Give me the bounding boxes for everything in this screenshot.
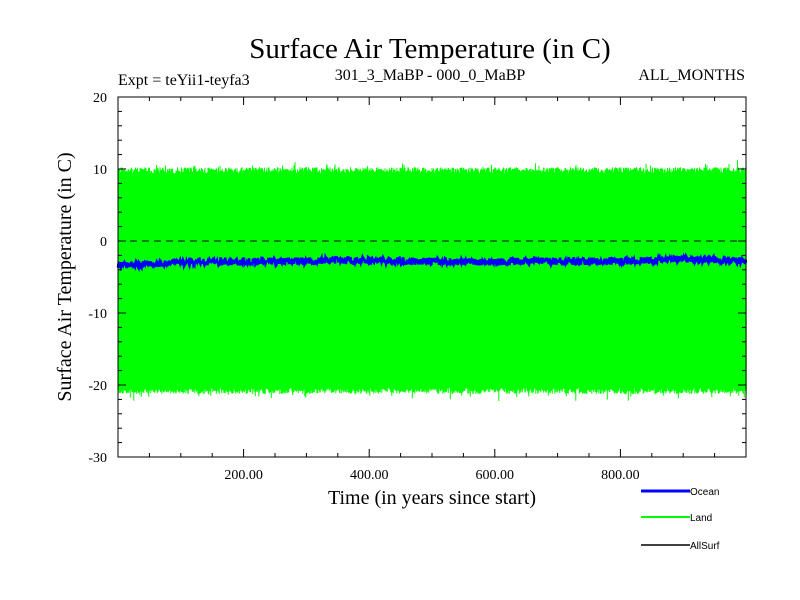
x-tick-label: 800.00 [601, 468, 640, 483]
series-land [117, 159, 747, 402]
legend-entry-ocean: Ocean [641, 487, 719, 498]
y-tick-label: 0 [100, 235, 107, 250]
axes: 20 10 0 -10 -20 -30 200.00 400.00 600.00 800.00 [88, 91, 746, 483]
y-tick-label: 20 [93, 91, 107, 106]
legend-entry-land: Land [641, 513, 712, 524]
chart-title: Surface Air Temperature (in C) [249, 33, 610, 65]
x-axis-label: Time (in years since start) [328, 487, 536, 509]
period-label: 301_3_MaBP - 000_0_MaBP [335, 67, 526, 84]
x-tick-label: 200.00 [224, 468, 263, 483]
x-tick-label: 600.00 [476, 468, 515, 483]
legend-entry-allsurf: AllSurf [641, 541, 720, 552]
series-ocean [116, 252, 748, 273]
x-tick-label: 400.00 [350, 468, 389, 483]
y-tick-label: 10 [93, 163, 107, 178]
legend-label: AllSurf [690, 541, 720, 552]
experiment-label: Expt = teYii1-teyfa3 [118, 72, 250, 89]
plot-area [116, 159, 748, 402]
y-tick-label: -20 [88, 379, 107, 394]
legend-label: Land [690, 513, 712, 524]
y-tick-label: -30 [88, 451, 107, 466]
legend: Ocean Land AllSurf [641, 487, 720, 552]
months-label: ALL_MONTHS [638, 67, 745, 84]
legend-label: Ocean [690, 487, 719, 498]
y-axis-label: Surface Air Temperature (in C) [54, 152, 76, 401]
y-tick-label: -10 [88, 307, 107, 322]
